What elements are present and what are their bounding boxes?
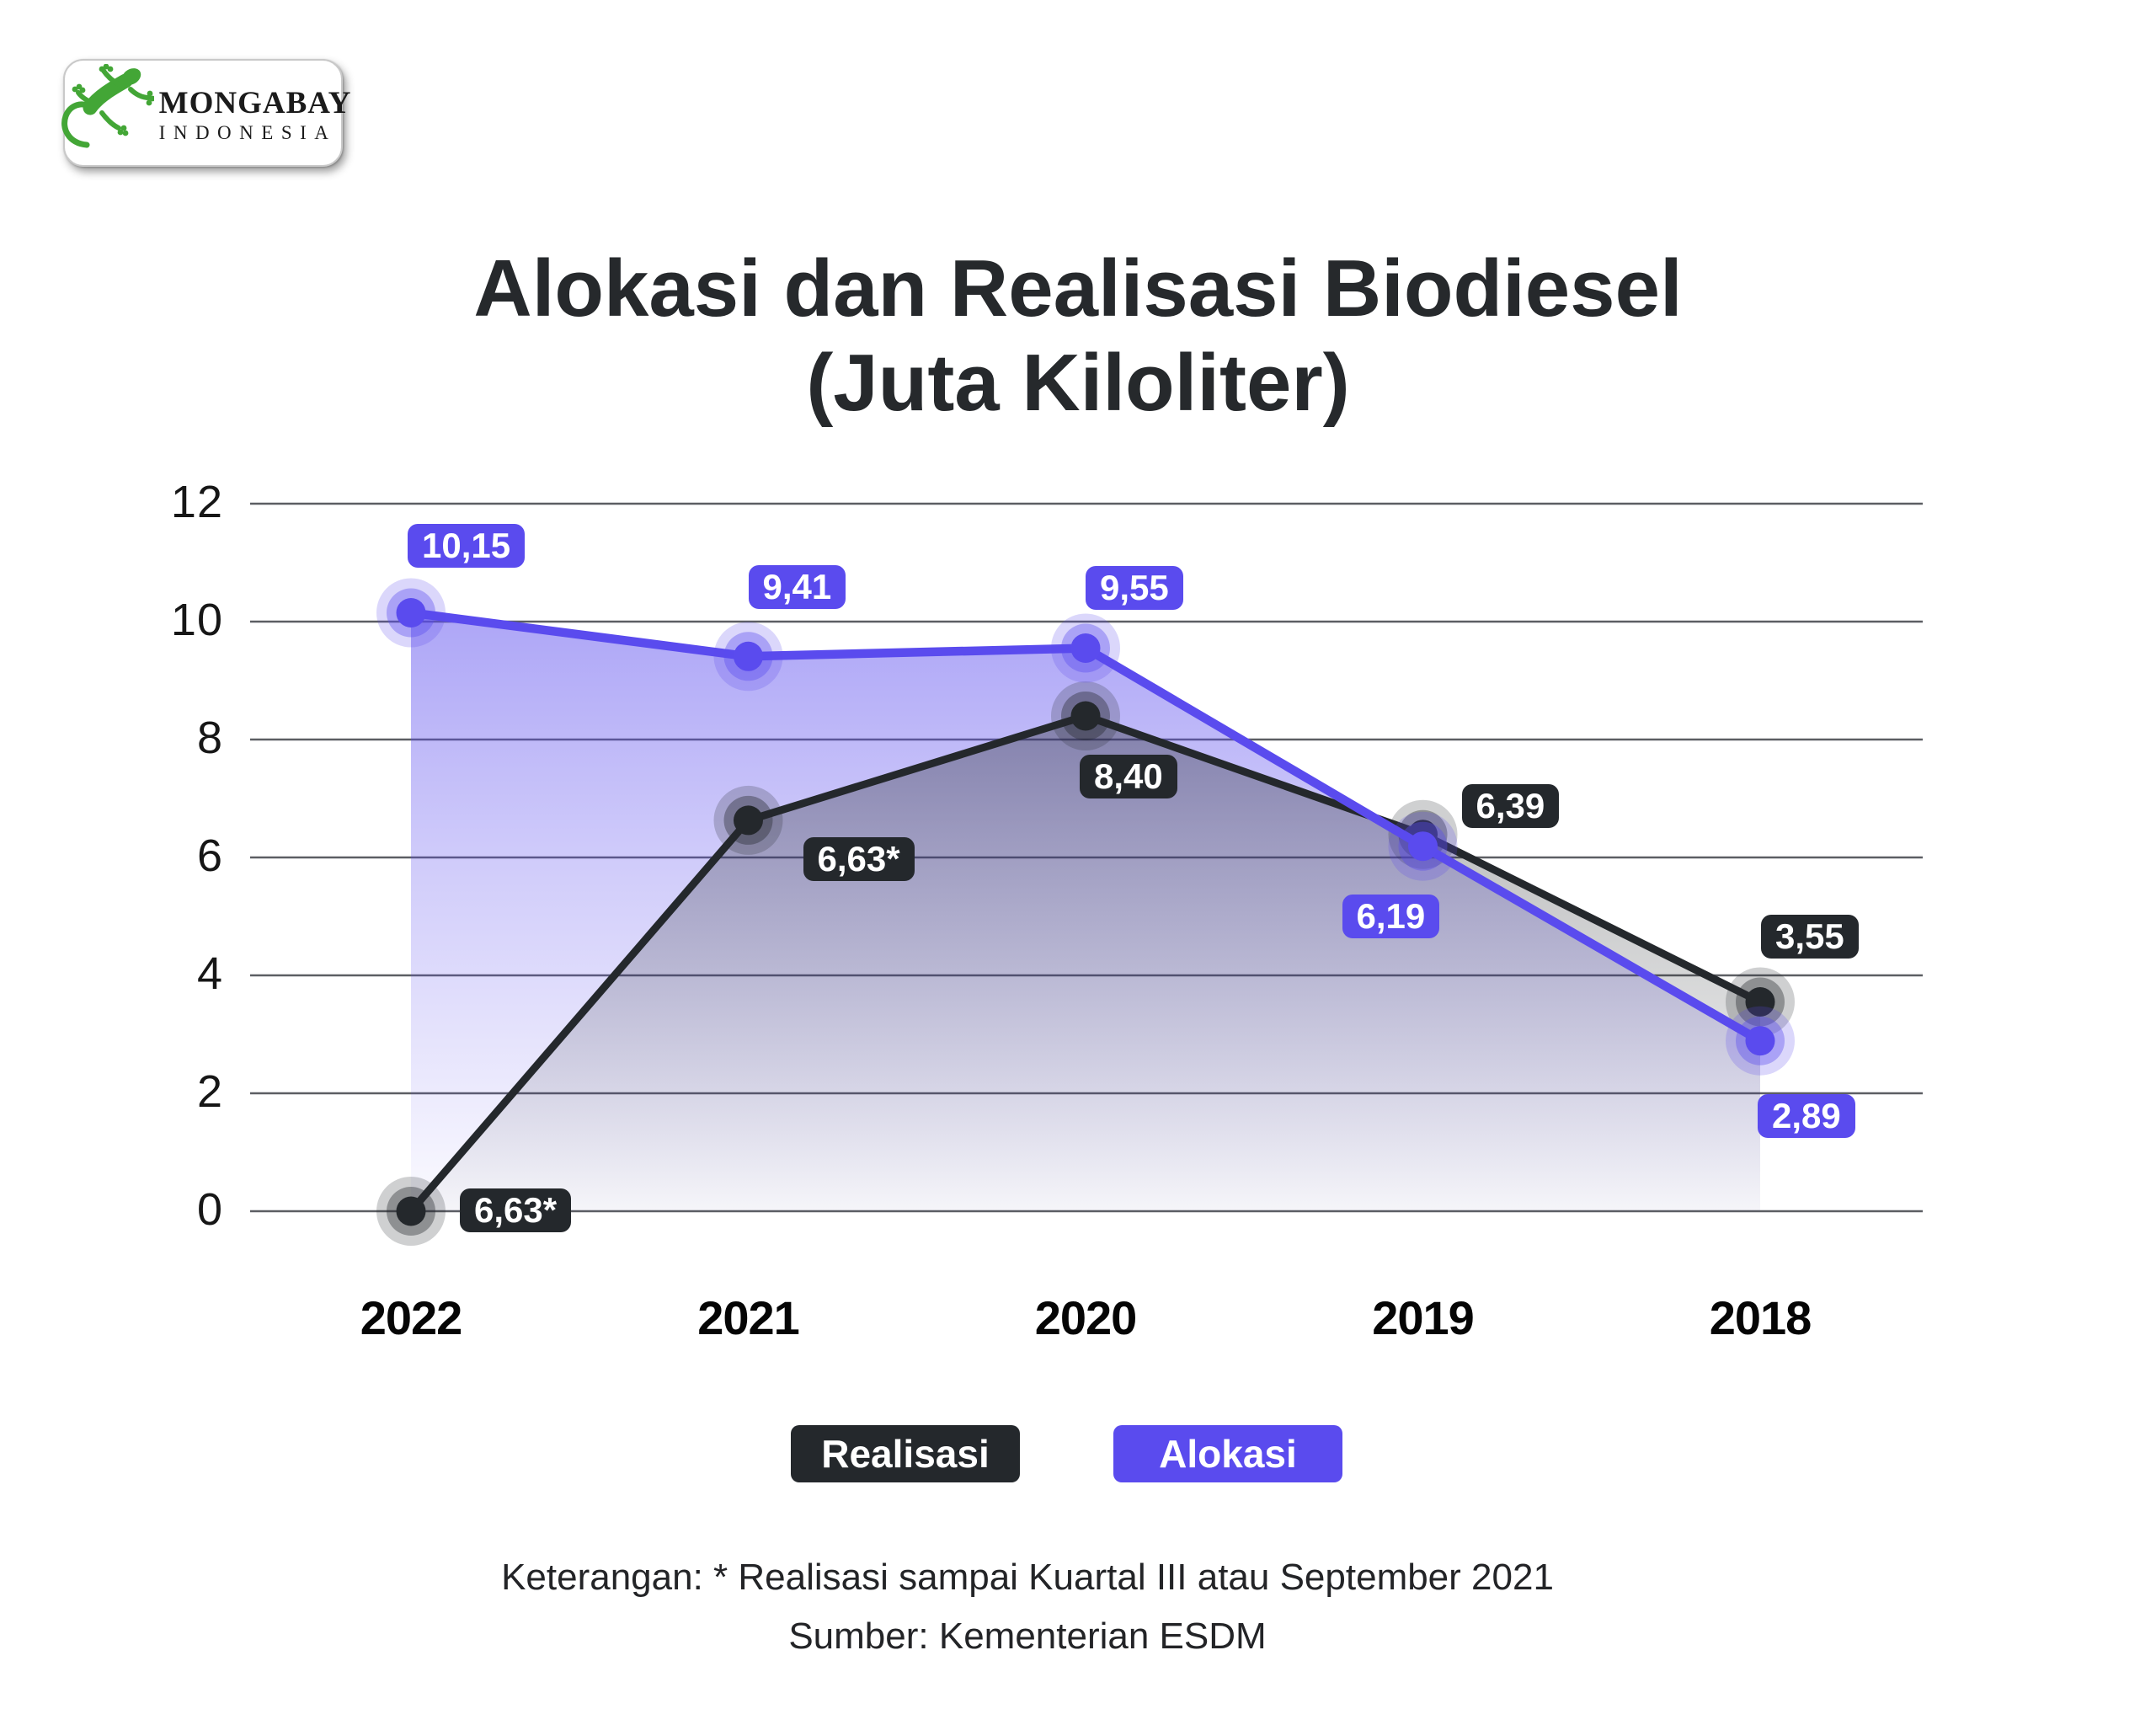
footnote: Keterangan: * Realisasi sampai Kuartal I… [501, 1557, 1554, 1598]
source-credit: Sumber: Kementerian ESDM [788, 1616, 1267, 1657]
chart-title: Alokasi dan Realisasi Biodiesel [473, 243, 1683, 334]
x-axis-tick-2022: 2022 [360, 1291, 463, 1344]
alokasi-value-label-2021: 9,41 [748, 565, 846, 610]
logo-subtitle: INDONESIA [158, 121, 337, 143]
legend-item-realisasi: Realisasi [791, 1425, 1020, 1482]
realisasi-value-label-2022: 6,63* [460, 1188, 572, 1232]
alokasi-point-2022 [396, 598, 426, 628]
legend-item-alokasi: Alokasi [1113, 1425, 1342, 1482]
alokasi-point-2018 [1745, 1026, 1775, 1056]
alokasi-point-2020 [1070, 633, 1101, 663]
realisasi-point-2021 [734, 805, 763, 836]
y-axis-tick-10: 10 [170, 595, 223, 645]
alokasi-value-label-2019: 6,19 [1342, 894, 1440, 938]
y-axis-tick-12: 12 [170, 477, 223, 527]
mongabay-logo: MONGABAY INDONESIA [61, 59, 350, 167]
y-axis-tick-4: 4 [196, 948, 223, 999]
realisasi-point-2022 [396, 1196, 426, 1226]
chart-subtitle: (Juta Kiloliter) [806, 338, 1350, 428]
alokasi-value-label-2020: 9,55 [1086, 565, 1183, 610]
realisasi-value-label-2019: 6,39 [1461, 783, 1560, 828]
x-axis-tick-2020: 2020 [1034, 1291, 1138, 1344]
realisasi-value-label-2020: 8,40 [1080, 755, 1177, 798]
alokasi-point-2021 [734, 641, 763, 671]
logo-wordmark: MONGABAY [158, 85, 352, 120]
realisasi-point-2020 [1070, 701, 1101, 731]
x-axis-tick-2018: 2018 [1709, 1291, 1812, 1344]
alokasi-point-2019 [1408, 831, 1438, 862]
realisasi-value-label-2018: 3,55 [1761, 914, 1859, 959]
y-axis-tick-0: 0 [196, 1184, 223, 1235]
gecko-icon [55, 63, 156, 163]
y-axis-tick-8: 8 [196, 713, 223, 763]
alokasi-value-label-2022: 10,15 [408, 523, 526, 568]
alokasi-value-label-2018: 2,89 [1758, 1093, 1855, 1138]
x-axis-tick-2019: 2019 [1372, 1291, 1475, 1344]
realisasi-value-label-2021: 6,63* [803, 836, 915, 881]
realisasi-point-2018 [1745, 987, 1775, 1017]
x-axis-tick-2021: 2021 [697, 1291, 800, 1344]
y-axis-tick-2: 2 [196, 1066, 223, 1117]
y-axis-tick-6: 6 [196, 830, 223, 881]
